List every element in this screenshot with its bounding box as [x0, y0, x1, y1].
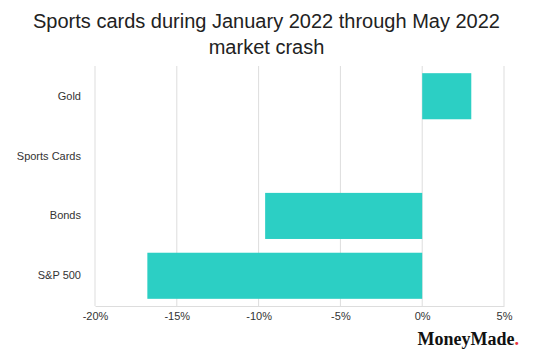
- x-tick: -20%: [83, 306, 109, 322]
- bar: [422, 73, 471, 119]
- y-tick-label: Bonds: [50, 209, 82, 221]
- bars: [147, 73, 471, 299]
- grid-line: [504, 66, 505, 306]
- x-tick-label: -15%: [164, 310, 190, 322]
- x-tick-label: -5%: [331, 310, 351, 322]
- bar: [265, 193, 422, 239]
- y-tick: Sports Cards: [17, 150, 95, 162]
- x-tick-label: 0%: [415, 310, 431, 322]
- x-axis: -20% -15% -10% -5% 0% 5%: [83, 306, 513, 322]
- x-tick: 5%: [497, 306, 513, 322]
- background: [0, 0, 533, 355]
- x-tick-label: -10%: [246, 310, 272, 322]
- x-tick-label: 5%: [497, 310, 513, 322]
- x-tick-label: -20%: [83, 310, 109, 322]
- y-tick-label: Sports Cards: [17, 150, 82, 162]
- y-tick-label: Gold: [58, 90, 81, 102]
- x-axis-line: [96, 306, 505, 307]
- y-tick-label: S&P 500: [38, 269, 81, 281]
- y-axis: Gold Sports Cards Bonds S&P 500: [17, 90, 95, 282]
- chart: Sports cards during January 2022 through…: [0, 0, 533, 355]
- x-tick: 0%: [415, 306, 431, 322]
- y-tick: Gold: [58, 90, 95, 102]
- logo: MoneyMade.: [418, 329, 519, 349]
- bar: [147, 253, 422, 299]
- title: Sports cards during January 2022 through…: [33, 10, 500, 58]
- y-tick: Bonds: [50, 209, 95, 221]
- y-tick: S&P 500: [38, 269, 95, 281]
- grid: [95, 66, 504, 306]
- x-tick: -5%: [331, 306, 351, 322]
- x-tick: -10%: [246, 306, 272, 322]
- x-tick: -15%: [164, 306, 190, 322]
- bar: [422, 133, 423, 179]
- grid-line: [95, 66, 96, 306]
